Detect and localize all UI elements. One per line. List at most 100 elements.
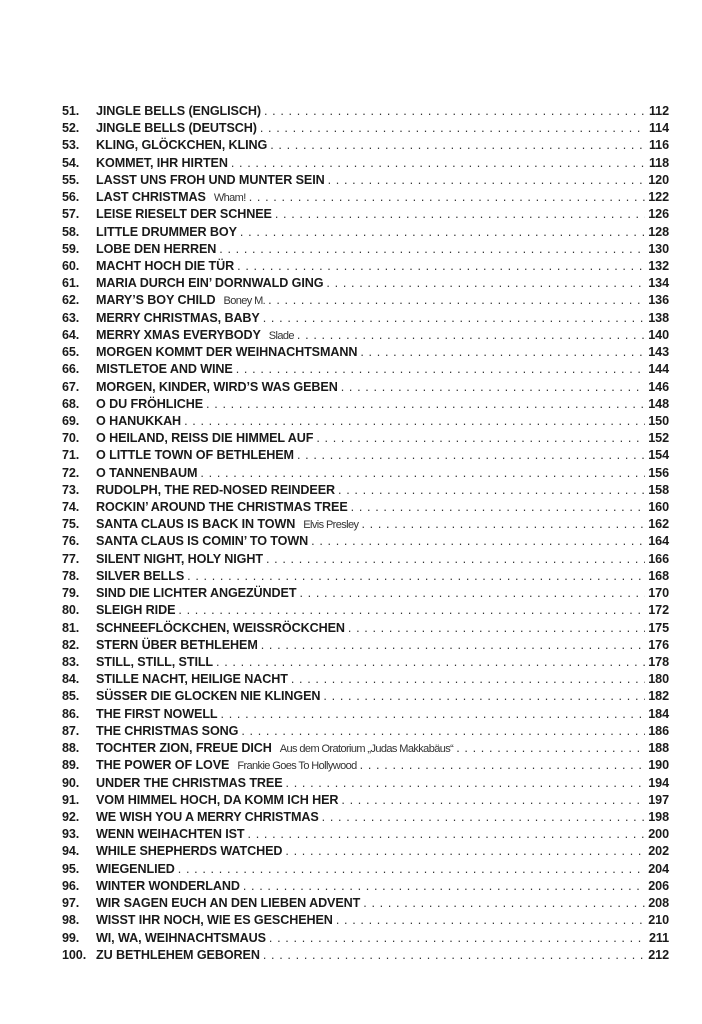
entry-page-number: 175 bbox=[648, 620, 669, 635]
entry-title: WIEGENLIED bbox=[96, 861, 175, 876]
entry-number: 99. bbox=[62, 930, 80, 945]
toc-entry: 51. JINGLE BELLS (ENGLISCH) 112 bbox=[62, 104, 669, 121]
dot-leader bbox=[363, 896, 645, 910]
entry-page-number: 184 bbox=[648, 706, 669, 721]
toc-entry: 98. WISST IHR NOCH, WIE ES GESCHEHEN 210 bbox=[62, 913, 669, 930]
dot-leader bbox=[311, 534, 645, 548]
entry-page-number: 188 bbox=[648, 741, 669, 756]
toc-entry: 70. O HEILAND, REISS DIE HIMMEL AUF 152 bbox=[62, 431, 669, 448]
entry-title: O TANNENBAUM bbox=[96, 465, 198, 480]
toc-entry: 73. RUDOLPH, THE RED-NOSED REINDEER 158 bbox=[62, 483, 669, 500]
toc-entry: 90. UNDER THE CHRISTMAS TREE 194 bbox=[62, 776, 669, 793]
dot-leader bbox=[341, 793, 645, 807]
entry-number: 59. bbox=[62, 241, 80, 256]
entry-number: 73. bbox=[62, 482, 80, 497]
dot-leader bbox=[187, 569, 645, 583]
toc-entry: 94. WHILE SHEPHERDS WATCHED 202 bbox=[62, 844, 669, 861]
entry-artist: Aus dem Oratorium „Judas Makkabäus“ bbox=[279, 743, 454, 756]
dot-leader bbox=[275, 207, 645, 221]
entry-number: 90. bbox=[62, 775, 80, 790]
toc-entry: 71. O LITTLE TOWN OF BETHLEHEM 154 bbox=[62, 448, 669, 465]
entry-page-number: 178 bbox=[648, 655, 669, 669]
entry-number: 68. bbox=[62, 396, 80, 411]
entry-number: 78. bbox=[62, 568, 80, 583]
toc-entry: 95. WIEGENLIED 204 bbox=[62, 862, 669, 879]
entry-title: WENN WEIHACHTEN IST bbox=[96, 827, 245, 842]
dot-leader bbox=[269, 931, 646, 945]
entry-page-number: 170 bbox=[648, 586, 669, 601]
toc-entry: 55. LASST UNS FROH UND MUNTER SEIN 120 bbox=[62, 173, 669, 190]
entry-number: 62. bbox=[62, 293, 80, 308]
entry-page-number: 146 bbox=[648, 379, 669, 394]
toc-entry: 92. WE WISH YOU A MERRY CHRISTMAS 198 bbox=[62, 810, 669, 827]
dot-leader bbox=[286, 776, 646, 790]
dot-leader bbox=[266, 552, 645, 566]
dot-leader bbox=[237, 259, 645, 273]
entry-title: STILL, STILL, STILL bbox=[96, 655, 214, 669]
entry-number: 54. bbox=[62, 155, 80, 170]
entry-number: 55. bbox=[62, 172, 80, 187]
dot-leader bbox=[243, 879, 645, 893]
entry-page-number: 182 bbox=[648, 689, 669, 704]
entry-page-number: 112 bbox=[648, 104, 669, 118]
entry-page-number: 140 bbox=[648, 327, 669, 342]
entry-page-number: 160 bbox=[648, 500, 669, 515]
toc-entry: 88. TOCHTER ZION, FREUE DICH Aus dem Orato… bbox=[62, 741, 669, 758]
entry-page-number: 156 bbox=[648, 465, 669, 480]
entry-page-number: 194 bbox=[648, 775, 669, 790]
toc-entry: 83. STILL, STILL, STILL 178 bbox=[62, 655, 669, 672]
entry-title: O HEILAND, REISS DIE HIMMEL AUF bbox=[96, 431, 314, 446]
entry-number: 70. bbox=[62, 431, 80, 446]
entry-title: UNDER THE CHRISTMAS TREE bbox=[96, 775, 283, 790]
entry-number: 96. bbox=[62, 878, 80, 893]
entry-number: 100. bbox=[62, 947, 87, 962]
entry-title: MERRY XMAS EVERYBODY bbox=[96, 327, 261, 342]
entry-page-number: 118 bbox=[648, 155, 669, 170]
entry-page-number: 202 bbox=[648, 844, 669, 859]
toc-entry: 67. MORGEN, KINDER, WIRD’S WAS GEBEN 146 bbox=[62, 380, 669, 397]
dot-leader bbox=[231, 156, 646, 170]
entry-number: 81. bbox=[62, 620, 80, 635]
toc-entry: 69. O HANUKKAH 150 bbox=[62, 414, 669, 431]
entry-title: MACHT HOCH DIE TÜR bbox=[96, 258, 235, 273]
entry-title: TOCHTER ZION, FREUE DICH bbox=[96, 741, 272, 756]
entry-page-number: 198 bbox=[648, 809, 669, 824]
entry-number: 64. bbox=[62, 327, 80, 342]
dot-leader bbox=[297, 448, 645, 462]
toc-entry: 91. VOM HIMMEL HOCH, DA KOMM ICH HER 197 bbox=[62, 793, 669, 810]
toc-entry: 89. THE POWER OF LOVE Frankie Goes To Holl… bbox=[62, 758, 669, 775]
dot-leader bbox=[241, 724, 645, 738]
entry-number: 61. bbox=[62, 276, 80, 291]
entry-page-number: 143 bbox=[648, 345, 669, 360]
entry-number: 93. bbox=[62, 827, 80, 842]
entry-page-number: 120 bbox=[648, 172, 669, 187]
entry-page-number: 212 bbox=[648, 947, 669, 962]
dot-leader bbox=[184, 414, 645, 428]
entry-artist: Frankie Goes To Hollywood bbox=[237, 760, 357, 773]
entry-number: 74. bbox=[62, 500, 80, 515]
toc-entry: 74. ROCKIN’ AROUND THE CHRISTMAS TREE 160 bbox=[62, 500, 669, 517]
entry-page-number: 186 bbox=[648, 723, 669, 738]
entry-page-number: 190 bbox=[648, 758, 669, 773]
entry-page-number: 158 bbox=[648, 482, 669, 497]
entry-title: MORGEN KOMMT DER WEIHNACHTSMANN bbox=[96, 345, 358, 360]
toc-entry: 87. THE CHRISTMAS SONG 186 bbox=[62, 724, 669, 741]
entry-number: 76. bbox=[62, 534, 80, 549]
entry-number: 87. bbox=[62, 723, 80, 738]
entry-title: MARIA DURCH EIN’ DORNWALD GING bbox=[96, 276, 324, 291]
entry-page-number: 208 bbox=[648, 896, 669, 911]
dot-leader bbox=[264, 104, 646, 118]
toc-entry: 84. STILLE NACHT, HEILIGE NACHT 180 bbox=[62, 672, 669, 689]
dot-leader bbox=[348, 621, 645, 635]
entry-page-number: 168 bbox=[648, 568, 669, 583]
entry-number: 98. bbox=[62, 913, 80, 928]
dot-leader bbox=[240, 225, 645, 239]
entry-title: O HANUKKAH bbox=[96, 413, 182, 428]
entry-number: 79. bbox=[62, 586, 80, 601]
dot-leader bbox=[261, 638, 646, 652]
entry-title: JINGLE BELLS (DEUTSCH) bbox=[96, 121, 257, 136]
dot-leader bbox=[263, 948, 645, 962]
dot-leader bbox=[260, 121, 646, 135]
entry-number: 88. bbox=[62, 741, 80, 756]
dot-leader bbox=[456, 741, 645, 755]
